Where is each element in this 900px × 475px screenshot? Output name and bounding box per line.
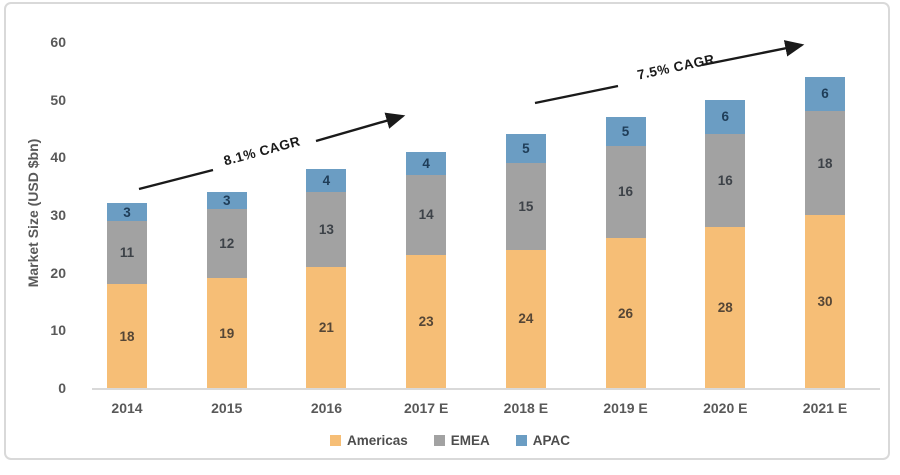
x-tick-label: 2015 xyxy=(211,400,243,416)
bar-value-label: 18 xyxy=(817,155,833,171)
bar-segment-americas: 24 xyxy=(505,249,546,388)
y-tick-label: 20 xyxy=(50,264,66,281)
x-tick-label: 2014 xyxy=(111,400,143,416)
bar-segment-emea: 14 xyxy=(406,174,447,256)
bar-segment-americas: 28 xyxy=(705,226,746,388)
bar-segment-americas: 26 xyxy=(605,238,646,388)
bar-value-label: 14 xyxy=(418,207,434,223)
bar-segment-emea: 16 xyxy=(705,134,746,227)
bar-segment-emea: 11 xyxy=(107,220,147,285)
bar-segment-emea: 13 xyxy=(306,191,347,267)
cagr2-arrow-tail xyxy=(534,84,619,105)
bar-segment-apac: 5 xyxy=(605,116,646,146)
bar-segment-emea: 16 xyxy=(605,145,646,239)
bar-value-label: 4 xyxy=(422,155,430,171)
bar-segment-apac: 5 xyxy=(505,134,546,164)
bar-value-label: 24 xyxy=(518,311,534,327)
bar-value-label: 12 xyxy=(219,236,235,252)
bar-value-label: 6 xyxy=(721,109,730,125)
bar-segment-americas: 23 xyxy=(406,255,447,388)
legend-item-emea: EMEA xyxy=(433,433,490,448)
cagr2-arrow-head xyxy=(701,40,805,67)
bar-value-label: 3 xyxy=(222,193,231,209)
bar-segment-apac: 6 xyxy=(804,76,845,112)
bar-segment-apac: 4 xyxy=(306,168,347,192)
legend-label-emea: EMEA xyxy=(450,433,490,448)
legend-label-americas: Americas xyxy=(346,433,408,448)
x-tick-label: 2019 E xyxy=(603,400,648,416)
bar-segment-apac: 3 xyxy=(107,203,147,221)
bar-value-label: 13 xyxy=(318,221,334,237)
cagr-label-1: 8.1% CAGR xyxy=(222,133,302,169)
x-tick-label: 2018 E xyxy=(503,400,549,416)
legend-item-americas: Americas xyxy=(329,433,408,448)
y-tick-label: 40 xyxy=(50,149,66,166)
x-tick-label: 2021 E xyxy=(802,400,848,416)
bar-segment-apac: 3 xyxy=(206,191,247,210)
legend-swatch-emea-icon xyxy=(433,435,445,446)
legend-item-apac: APAC xyxy=(515,433,571,448)
legend-swatch-apac-icon xyxy=(515,435,527,446)
bar-segment-americas: 18 xyxy=(107,284,147,388)
y-tick-label: 0 xyxy=(58,380,66,396)
x-axis-line xyxy=(92,388,880,390)
bar-segment-apac: 6 xyxy=(705,99,746,135)
bar-segment-americas: 19 xyxy=(206,278,247,388)
bar-segment-americas: 21 xyxy=(306,266,347,388)
y-tick-label: 30 xyxy=(50,207,66,223)
bar-value-label: 3 xyxy=(123,204,131,220)
bar-value-label: 5 xyxy=(621,123,630,139)
legend: Americas EMEA APAC xyxy=(0,433,900,448)
x-tick-label: 2016 xyxy=(310,400,342,416)
y-tick-label: 50 xyxy=(50,91,66,108)
bar-segment-americas: 30 xyxy=(804,215,845,388)
bar-value-label: 23 xyxy=(418,314,434,330)
bar-value-label: 4 xyxy=(322,172,331,188)
x-tick-label: 2020 E xyxy=(703,400,748,416)
bar-value-label: 28 xyxy=(717,299,733,315)
cagr1-arrow-tail xyxy=(138,168,214,191)
y-tick-label: 60 xyxy=(50,34,66,50)
cagr1-arrow-head xyxy=(315,112,406,143)
bar-value-label: 18 xyxy=(119,328,135,344)
bar-segment-emea: 15 xyxy=(505,163,546,250)
bar-value-label: 11 xyxy=(119,244,135,260)
bar-value-label: 26 xyxy=(618,305,634,321)
bar-segment-apac: 4 xyxy=(406,151,447,175)
bar-value-label: 6 xyxy=(821,86,829,102)
bar-value-label: 5 xyxy=(522,141,530,157)
legend-swatch-americas-icon xyxy=(329,435,341,446)
legend-label-apac: APAC xyxy=(532,433,571,448)
bar-value-label: 30 xyxy=(817,294,833,309)
bar-value-label: 21 xyxy=(318,319,334,335)
y-tick-label: 10 xyxy=(50,322,66,339)
cagr-label-2: 7.5% CAGR xyxy=(635,51,717,83)
bar-value-label: 15 xyxy=(518,198,534,214)
x-tick-label: 2017 E xyxy=(403,400,449,416)
bar-value-label: 16 xyxy=(618,184,634,200)
bar-segment-emea: 18 xyxy=(804,111,845,215)
bar-value-label: 16 xyxy=(717,172,733,188)
bar-segment-emea: 12 xyxy=(206,209,247,279)
bar-value-label: 19 xyxy=(219,325,235,341)
